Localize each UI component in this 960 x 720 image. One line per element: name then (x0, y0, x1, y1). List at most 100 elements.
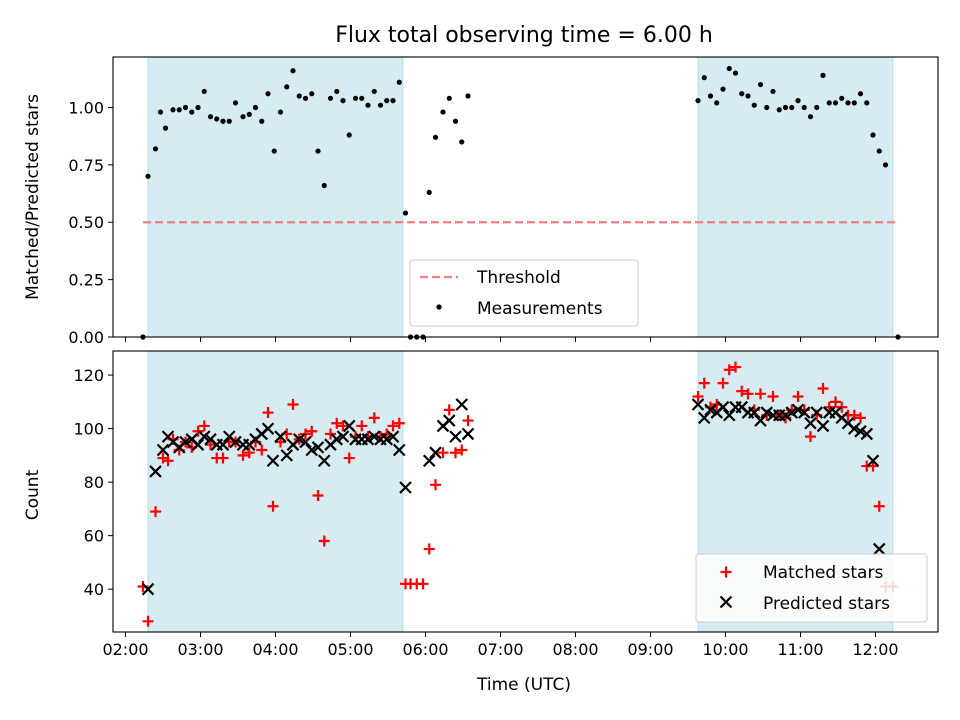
y-tick-label: 120 (73, 366, 104, 385)
data-point (870, 132, 876, 138)
data-point (810, 406, 824, 419)
data-point (149, 465, 162, 478)
data-point (371, 88, 377, 95)
data-point (701, 75, 707, 81)
data-point (352, 95, 359, 101)
data-point (704, 403, 717, 417)
data-point (156, 443, 170, 457)
data-point (716, 400, 730, 414)
data-point (422, 454, 436, 468)
data-point (274, 430, 287, 443)
data-point (275, 436, 286, 448)
x-tick-label: 03:00 (177, 640, 223, 659)
data-point (426, 189, 432, 196)
data-point (226, 118, 232, 124)
data-point (854, 425, 867, 438)
bottom-x-axis-label: Time (UTC) (476, 675, 571, 695)
data-point (402, 210, 409, 216)
data-point (717, 377, 729, 389)
data-point (462, 415, 474, 427)
data-point (789, 104, 795, 111)
data-point (220, 118, 226, 124)
data-point (343, 452, 355, 464)
data-point (847, 422, 861, 435)
data-point (791, 403, 805, 417)
data-point (157, 109, 164, 115)
data-point (804, 416, 817, 430)
data-point (864, 100, 870, 106)
data-point (732, 70, 739, 76)
data-point (430, 479, 441, 491)
data-point (873, 500, 885, 512)
x-tick-label: 06:00 (402, 640, 448, 659)
data-point (730, 361, 741, 373)
data-point (256, 444, 268, 456)
data-point (751, 102, 757, 108)
legend-predicted-label: Predicted stars (763, 594, 890, 614)
data-point (312, 490, 324, 502)
data-point (882, 162, 889, 168)
data-point (287, 399, 299, 411)
data-point (317, 454, 331, 468)
data-point (214, 116, 220, 122)
data-point (261, 422, 275, 435)
data-point (452, 118, 459, 124)
data-point (857, 91, 864, 97)
data-point (867, 460, 879, 472)
data-point (723, 364, 735, 376)
data-point (262, 407, 274, 419)
data-point (198, 420, 210, 432)
x-tick-label: 12:00 (852, 640, 898, 659)
data-point (377, 102, 384, 108)
data-point (446, 95, 452, 101)
data-point (826, 100, 832, 106)
data-point (290, 68, 296, 74)
data-point (848, 409, 860, 421)
data-point (280, 449, 294, 462)
x-tick-label: 04:00 (252, 640, 298, 659)
data-point (321, 182, 327, 189)
data-point (386, 430, 400, 443)
data-point (443, 404, 455, 416)
data-point (142, 615, 154, 627)
data-point (755, 388, 766, 400)
top-chart-title: Flux total observing time = 6.00 h (335, 23, 713, 48)
top-y-axis-label: Matched/Predicted stars (23, 94, 43, 300)
data-point (440, 109, 446, 115)
data-point (393, 417, 405, 429)
data-point (698, 377, 710, 389)
legend-measurements-swatch (436, 304, 442, 310)
data-point (851, 100, 857, 106)
y-tick-label: 0.25 (68, 271, 104, 290)
data-point (820, 72, 826, 78)
data-point (197, 430, 211, 443)
data-point (807, 114, 814, 120)
data-point (876, 148, 882, 154)
data-point (461, 427, 475, 441)
data-point (267, 500, 279, 512)
data-point (832, 100, 839, 106)
data-point (311, 441, 325, 454)
data-point (456, 444, 468, 456)
data-point (336, 430, 350, 443)
data-point (191, 438, 205, 451)
y-tick-label: 100 (73, 420, 104, 439)
bottom-legend: Matched stars Predicted stars (695, 553, 928, 623)
data-point (823, 401, 835, 413)
data-point (455, 398, 469, 411)
data-point (692, 390, 704, 402)
data-point (266, 454, 280, 468)
data-point (695, 98, 701, 104)
bottom-shaded-interval-0 (147, 350, 404, 633)
data-point (767, 390, 779, 402)
top-shaded-interval-1 (697, 56, 894, 338)
data-point (277, 109, 284, 115)
y-tick-label: 0.00 (68, 328, 104, 347)
data-point (465, 93, 471, 99)
data-point (399, 481, 412, 494)
data-point (150, 506, 161, 518)
data-point (331, 417, 343, 429)
data-point (240, 114, 246, 120)
legend-matched-label: Matched stars (763, 563, 883, 583)
data-point (271, 148, 277, 154)
